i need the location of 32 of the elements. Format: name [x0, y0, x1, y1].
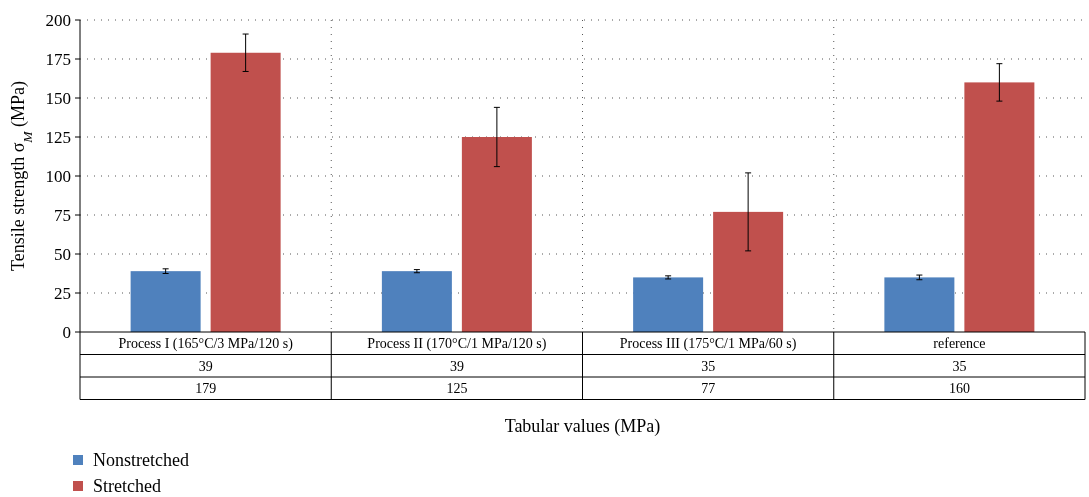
data-label: 39	[198, 358, 213, 374]
bar	[633, 277, 704, 332]
bar	[964, 82, 1035, 332]
y-tick-label: 125	[45, 127, 71, 147]
y-tick-label: 50	[54, 244, 71, 264]
y-tick-label: 175	[45, 49, 71, 69]
y-tick-label: 200	[45, 10, 71, 30]
x-axis-title: Tabular values (MPa)	[504, 415, 661, 437]
bar	[884, 277, 955, 332]
bar	[210, 52, 281, 332]
y-tick-label: 0	[62, 322, 71, 342]
x-tick-label: Process II (170°C/1 MPa/120 s)	[367, 336, 547, 353]
y-tick-label: 75	[54, 205, 71, 225]
x-tick-label: reference	[933, 336, 986, 352]
data-label: 39	[449, 358, 464, 374]
bar	[713, 211, 784, 332]
data-label: 179	[195, 381, 217, 397]
data-label: 160	[948, 381, 970, 397]
bar	[130, 271, 201, 332]
data-label: 35	[952, 358, 967, 374]
bar	[381, 271, 452, 332]
y-tick-label: 100	[45, 166, 71, 186]
legend-label: Stretched	[93, 476, 161, 497]
x-tick-label: Process I (165°C/3 MPa/120 s)	[118, 336, 294, 353]
bar	[461, 137, 532, 332]
x-tick-label: Process III (175°C/1 MPa/60 s)	[619, 336, 797, 353]
y-tick-label: 25	[54, 283, 71, 303]
legend-label: Nonstretched	[93, 450, 189, 471]
y-tick-label: 150	[45, 88, 71, 108]
data-label: 77	[701, 381, 716, 397]
data-label: 125	[446, 381, 468, 397]
data-label: 35	[701, 358, 716, 374]
